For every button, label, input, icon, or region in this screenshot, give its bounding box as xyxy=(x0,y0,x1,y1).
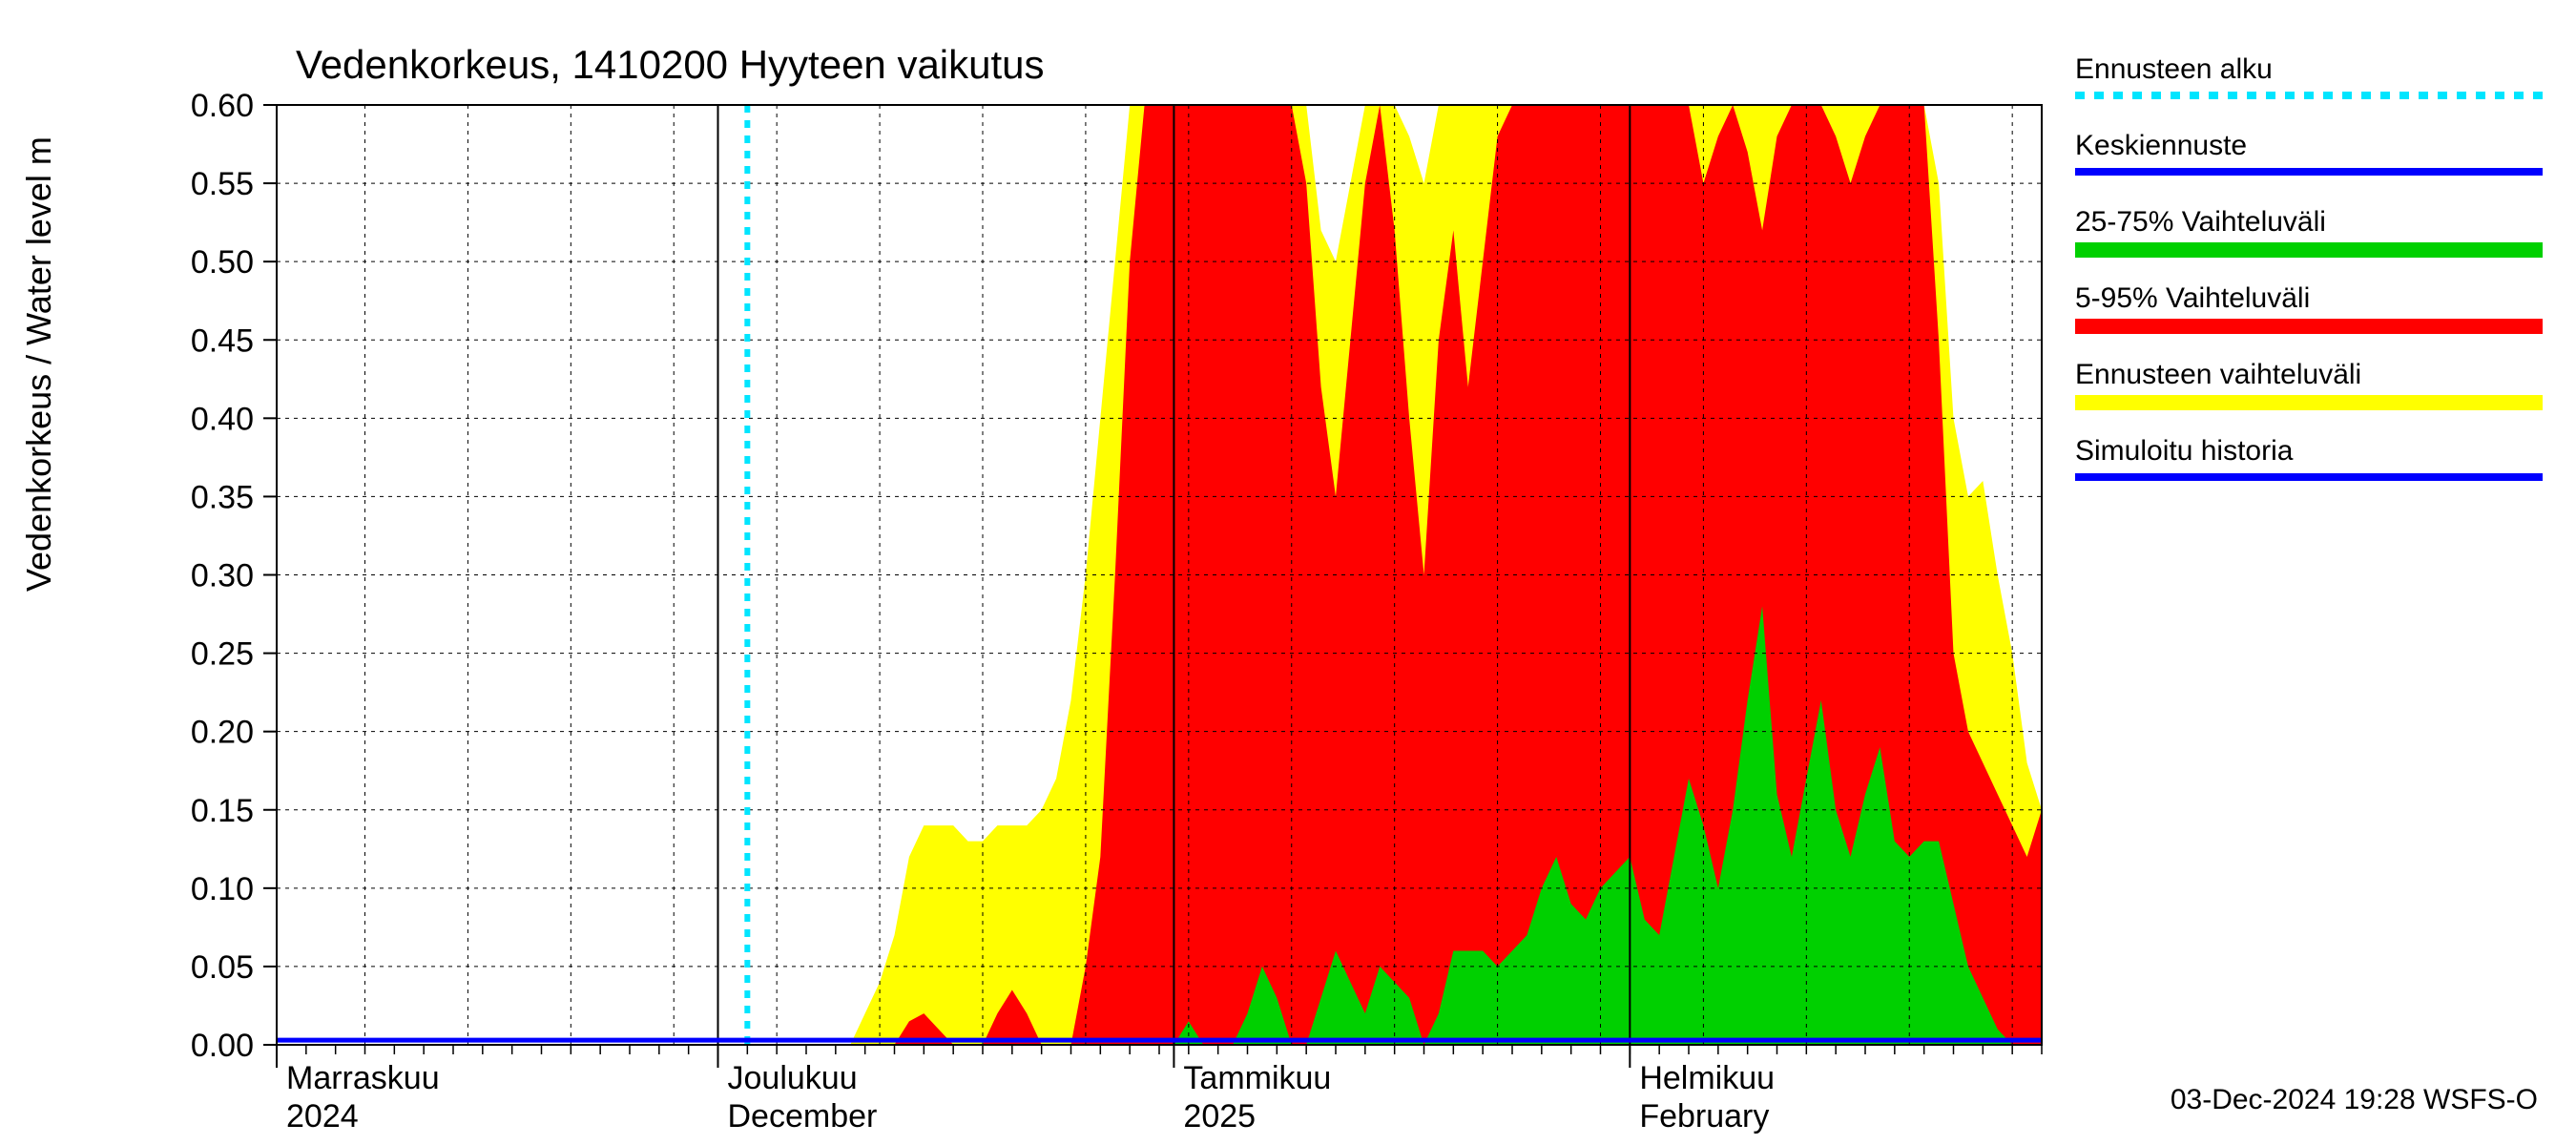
legend-swatch xyxy=(2075,395,2543,410)
chart-container: { "chart": { "title": "Vedenkorkeus, 141… xyxy=(0,0,2576,1145)
legend-label: Simuloitu historia xyxy=(2075,435,2294,467)
legend-label: Keskiennuste xyxy=(2075,130,2247,161)
y-tick-label: 0.00 xyxy=(191,1028,254,1064)
y-tick-label: 0.50 xyxy=(191,244,254,281)
legend-swatch xyxy=(2075,319,2543,334)
y-tick-label: 0.45 xyxy=(191,323,254,359)
y-tick-label: 0.10 xyxy=(191,871,254,907)
legend-label: 5-95% Vaihteluväli xyxy=(2075,282,2310,314)
y-tick-label: 0.30 xyxy=(191,558,254,594)
x-month-label: Helmikuu xyxy=(1639,1060,1775,1096)
x-month-sub: December xyxy=(728,1098,878,1135)
y-tick-label: 0.05 xyxy=(191,949,254,986)
legend-label: 25-75% Vaihteluväli xyxy=(2075,206,2326,238)
x-month-label: Joulukuu xyxy=(728,1060,858,1096)
y-tick-label: 0.40 xyxy=(191,401,254,437)
x-month-sub: 2024 xyxy=(286,1098,359,1135)
y-tick-label: 0.35 xyxy=(191,479,254,515)
legend-swatch xyxy=(2075,242,2543,258)
y-tick-label: 0.60 xyxy=(191,88,254,124)
x-month-sub: February xyxy=(1639,1098,1769,1135)
x-month-sub: 2025 xyxy=(1183,1098,1256,1135)
y-tick-label: 0.20 xyxy=(191,715,254,751)
y-tick-label: 0.25 xyxy=(191,636,254,673)
y-tick-label: 0.55 xyxy=(191,166,254,202)
y-tick-label: 0.15 xyxy=(191,793,254,829)
x-month-label: Tammikuu xyxy=(1183,1060,1331,1096)
x-month-label: Marraskuu xyxy=(286,1060,440,1096)
legend-label: Ennusteen vaihteluväli xyxy=(2075,359,2361,390)
legend-label: Ennusteen alku xyxy=(2075,53,2273,85)
chart-svg: 0.00 0.05 0.10 0.15 0.20 0.25 0.30 0.35 0.40 0.45… xyxy=(0,0,2576,1145)
